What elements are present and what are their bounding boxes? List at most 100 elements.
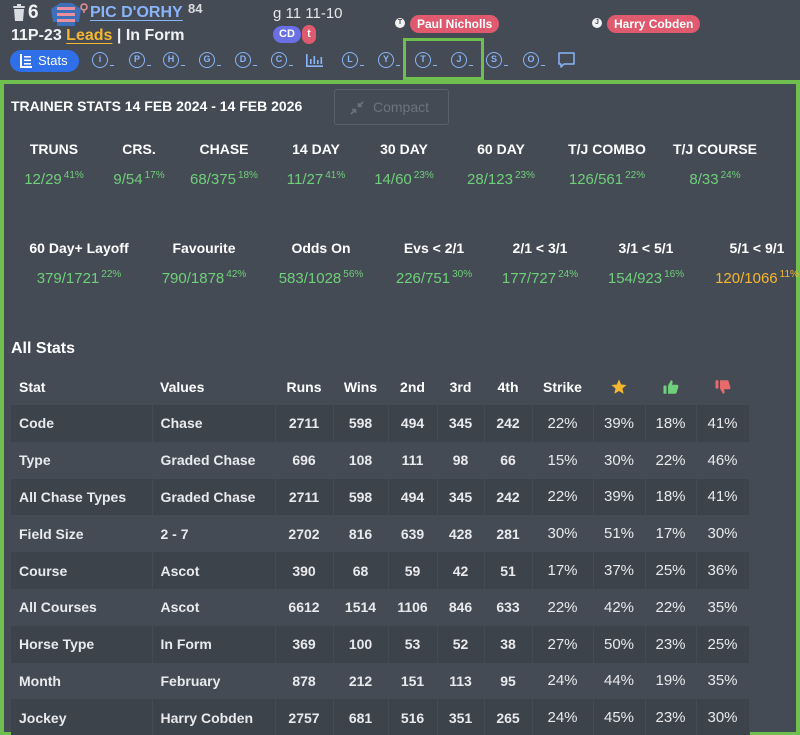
table-row[interactable]: Type Graded Chase 696 108 111 98 66 15% … (11, 441, 750, 479)
cell-wins: 100 (333, 625, 389, 663)
cell-stat: Type (11, 441, 153, 479)
bar-chart-tab-icon[interactable] (306, 52, 324, 70)
t-tab-icon[interactable]: T (415, 52, 437, 70)
table-row[interactable]: Horse Type In Form 369 100 53 52 38 27% … (11, 625, 750, 663)
table-row[interactable]: Course Ascot 390 68 59 42 51 17% 37% 25%… (11, 552, 750, 589)
info-tab-icon[interactable]: i (92, 52, 114, 70)
cell-strike: 24% (532, 699, 594, 735)
trainer-pill[interactable]: Paul Nicholls (410, 15, 500, 33)
table-row[interactable]: Code Chase 2711 598 494 345 242 22% 39% … (11, 405, 750, 442)
g-tab-icon[interactable]: G (199, 52, 221, 70)
col-4th[interactable]: 4th (497, 379, 519, 395)
col-3rd[interactable]: 3rd (449, 379, 472, 395)
cell-2nd: 151 (388, 662, 438, 700)
jockey-silks-icon (51, 3, 81, 26)
cell-3rd: 52 (437, 625, 485, 663)
cell-favourite: 42% (593, 588, 646, 626)
comment-tab-icon[interactable] (558, 52, 576, 70)
l-tab-icon[interactable]: L (342, 52, 364, 70)
cell-runs: 2711 (275, 405, 334, 442)
cell-3rd: 42 (437, 552, 485, 589)
cell-runs: 696 (275, 441, 334, 479)
cell-4th: 66 (484, 441, 533, 479)
cell-runs: 2757 (275, 699, 334, 735)
runner-header: 6 PIC D'ORHY 84 11P-23 Leads | In Form g… (0, 0, 800, 80)
trash-icon[interactable] (11, 4, 27, 22)
jockey-icon: J (592, 18, 602, 28)
compact-label: Compact (373, 99, 430, 115)
cell-4th: 265 (484, 699, 533, 735)
cell-stat: All Chase Types (11, 478, 153, 516)
cell-thumbs-down: 41% (696, 405, 750, 442)
table-row[interactable]: Month February 878 212 151 113 95 24% 44… (11, 662, 750, 700)
col-2nd[interactable]: 2nd (400, 379, 425, 395)
table-row[interactable]: All Courses Ascot 6612 1514 1106 846 633… (11, 588, 750, 626)
cell-thumbs-up: 18% (645, 405, 697, 442)
cell-4th: 242 (484, 478, 533, 516)
cell-thumbs-up: 23% (645, 699, 697, 735)
cell-thumbs-down: 30% (696, 699, 750, 735)
cell-favourite: 37% (593, 552, 646, 589)
cell-value: Ascot (152, 588, 276, 626)
col-strike[interactable]: Strike (543, 379, 582, 395)
compress-icon (350, 101, 364, 115)
compact-button[interactable]: Compact (334, 89, 449, 125)
j-tab-icon[interactable]: J (451, 52, 473, 70)
horse-name-link[interactable]: PIC D'ORHY (90, 4, 183, 21)
summary-60-day: 60 DAY 28/123 23% (467, 141, 535, 188)
cell-runs: 2711 (275, 478, 334, 516)
cell-4th: 242 (484, 405, 533, 442)
star-icon (611, 379, 627, 394)
col-wins[interactable]: Wins (343, 379, 378, 395)
tj-highlight-box (403, 38, 484, 80)
cell-4th: 95 (484, 662, 533, 700)
col-thumbs-down[interactable] (696, 369, 749, 405)
s-tab-icon[interactable]: S (486, 52, 508, 70)
cell-thumbs-down: 41% (696, 478, 750, 516)
form-line: 11P-23 Leads | In Form (11, 27, 184, 45)
col-runs[interactable]: Runs (286, 379, 322, 395)
cell-favourite: 44% (593, 662, 646, 700)
summary-favourite: Favourite 790/1878 42% (161, 240, 247, 287)
cell-favourite: 39% (593, 405, 646, 442)
y-tab-icon[interactable]: Y (378, 52, 400, 70)
thumbs-down-icon (715, 380, 730, 394)
separator: | (116, 27, 122, 44)
stats-tab-label: Stats (38, 53, 68, 68)
leads-link[interactable]: Leads (66, 27, 113, 44)
stats-tab-button[interactable]: Stats (10, 50, 79, 72)
cell-thumbs-down: 30% (696, 515, 750, 553)
cell-wins: 816 (333, 515, 389, 553)
table-row[interactable]: Field Size 2 - 7 2702 816 639 428 281 30… (11, 515, 750, 553)
p-tab-icon[interactable]: P (129, 52, 151, 70)
all-stats-table: Stat Values Runs Wins 2nd 3rd 4th Strike (11, 369, 750, 735)
cell-favourite: 51% (593, 515, 646, 553)
cell-4th: 633 (484, 588, 533, 626)
cell-wins: 681 (333, 699, 389, 735)
cell-2nd: 1106 (388, 588, 438, 626)
s-icon: S (486, 52, 502, 68)
c-tab-icon[interactable]: C (271, 52, 293, 70)
o-tab-icon[interactable]: O (523, 52, 545, 70)
panel-title: TRAINER STATS 14 FEB 2024 - 14 FEB 2026 (11, 98, 303, 114)
cell-stat: Code (11, 405, 153, 442)
h-tab-icon[interactable]: H (163, 52, 185, 70)
cell-thumbs-up: 22% (645, 441, 697, 479)
cell-runs: 390 (275, 552, 334, 589)
d-icon: D (235, 52, 251, 68)
table-row[interactable]: Jockey Harry Cobden 2757 681 516 351 265… (11, 699, 750, 735)
summary-truns: TRUNS 12/29 41% (24, 141, 84, 188)
col-values[interactable]: Values (160, 379, 205, 395)
col-stat[interactable]: Stat (19, 379, 46, 395)
cell-value: In Form (152, 625, 276, 663)
col-favourite[interactable] (593, 369, 645, 405)
jockey-pill[interactable]: Harry Cobden (607, 15, 701, 33)
cell-thumbs-up: 18% (645, 478, 697, 516)
summary-crs: CRS. 9/54 17% (113, 141, 165, 188)
col-thumbs-up[interactable] (645, 369, 696, 405)
d-tab-icon[interactable]: D (235, 52, 257, 70)
cell-strike: 17% (532, 552, 594, 589)
table-row[interactable]: All Chase Types Graded Chase 2711 598 49… (11, 478, 750, 516)
cell-value: February (152, 662, 276, 700)
cell-wins: 1514 (333, 588, 389, 626)
